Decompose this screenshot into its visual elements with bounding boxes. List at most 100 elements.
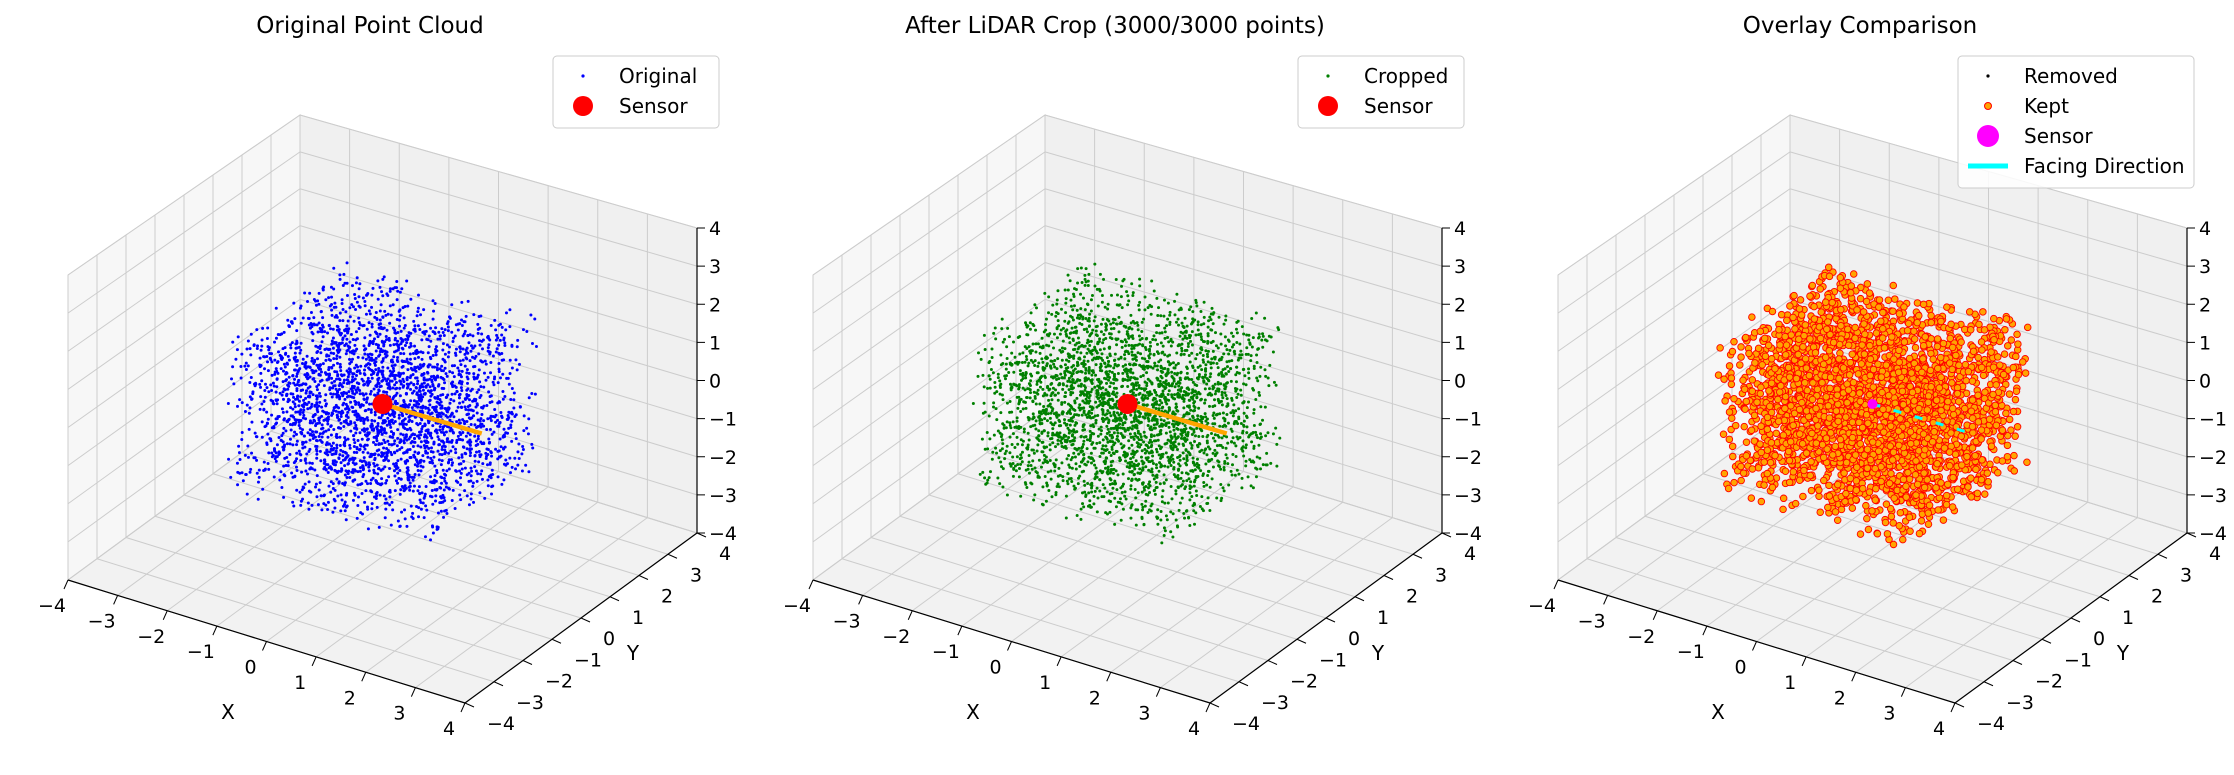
data-point-original: [285, 361, 289, 365]
data-point-cropped: [1082, 505, 1086, 509]
data-point-original: [401, 377, 405, 381]
data-point-original: [344, 518, 348, 522]
data-point-original: [366, 383, 370, 387]
data-point-original: [351, 337, 355, 341]
data-point-cropped: [1070, 466, 1074, 470]
data-point-original: [318, 481, 322, 485]
data-point-original: [471, 334, 475, 338]
data-point-original: [345, 324, 349, 328]
y-tick-label: 1: [632, 607, 644, 629]
data-point-original: [258, 407, 262, 411]
data-point-original: [372, 468, 376, 472]
data-point-cropped: [1241, 431, 1245, 435]
data-point-cropped: [1198, 505, 1202, 509]
data-point-cropped: [1214, 344, 1218, 348]
data-point-original: [303, 482, 307, 486]
data-point-original: [457, 381, 461, 385]
data-point-original: [335, 354, 339, 358]
data-point-original: [327, 484, 331, 488]
data-point-original: [467, 393, 471, 397]
data-point-cropped: [1067, 453, 1071, 457]
data-point-original: [457, 369, 461, 373]
data-point-original: [533, 392, 537, 396]
data-point-original: [443, 360, 447, 364]
data-point-original: [379, 416, 383, 420]
data-point-original: [374, 356, 378, 360]
data-point-original: [315, 456, 319, 460]
data-point-original: [515, 368, 519, 372]
data-point-original: [370, 507, 374, 511]
data-point-cropped: [1240, 486, 1244, 490]
y-tick: [1354, 596, 1365, 602]
data-point-original: [320, 414, 324, 418]
data-point-original: [315, 495, 319, 499]
data-point-cropped: [1140, 515, 1144, 519]
data-point-original: [382, 494, 386, 498]
data-point-original: [306, 472, 310, 476]
data-point-original: [375, 439, 379, 443]
data-point-original: [260, 338, 264, 342]
data-point-original: [381, 375, 385, 379]
data-point-original: [318, 438, 322, 442]
data-point-original: [348, 350, 352, 354]
data-point-original: [349, 332, 353, 336]
data-point-original: [388, 490, 392, 494]
data-point-original: [355, 347, 359, 351]
data-point-cropped: [1195, 465, 1199, 469]
data-point-original: [454, 347, 458, 351]
data-point-original: [346, 410, 350, 414]
data-point-cropped: [1205, 453, 1209, 457]
data-point-original: [365, 327, 369, 331]
data-point-original: [301, 410, 305, 414]
data-point-original: [346, 454, 350, 458]
data-point-original: [420, 382, 424, 386]
data-point-original: [329, 285, 333, 289]
data-point-original: [405, 470, 409, 474]
panel-cropped: −4−4−4−3−3−3−2−2−2−1 −1−1000111222333444X…: [783, 13, 1482, 740]
data-point-cropped: [1111, 482, 1115, 486]
data-point-original: [418, 491, 422, 495]
data-point-original: [396, 471, 400, 475]
data-point-original: [469, 440, 473, 444]
data-point-cropped: [1191, 366, 1195, 370]
data-point-cropped: [998, 482, 1002, 486]
data-point-original: [462, 445, 466, 449]
data-point-cropped: [1235, 396, 1239, 400]
data-point-original: [433, 488, 437, 492]
data-point-cropped: [1004, 367, 1008, 371]
data-point-original: [323, 465, 327, 469]
data-point-original: [337, 387, 341, 391]
data-point-cropped: [1225, 412, 1229, 416]
data-point-original: [324, 298, 328, 302]
data-point-cropped: [1027, 471, 1031, 475]
data-point-original: [360, 377, 364, 381]
data-point-original: [367, 343, 371, 347]
data-point-original: [433, 395, 437, 399]
data-point-original: [484, 362, 488, 366]
data-point-original: [451, 339, 455, 343]
data-point-original: [394, 373, 398, 377]
data-point-original: [419, 350, 423, 354]
data-point-original: [496, 475, 500, 479]
data-point-original: [392, 469, 396, 473]
z-tick-label: −2: [709, 447, 737, 469]
data-point-original: [275, 443, 279, 447]
data-point-original: [386, 312, 390, 316]
data-point-original: [312, 297, 316, 301]
data-point-original: [380, 477, 384, 481]
data-point-original: [335, 435, 339, 439]
data-point-cropped: [1160, 445, 1164, 449]
data-point-original: [348, 443, 352, 447]
data-point-original: [439, 393, 443, 397]
data-point-original: [390, 364, 394, 368]
data-point-original: [457, 456, 461, 460]
data-point-original: [265, 336, 269, 340]
data-point-original: [364, 489, 368, 493]
data-point-original: [249, 353, 253, 357]
data-point-cropped: [1076, 482, 1080, 486]
data-point-original: [388, 287, 392, 291]
data-point-cropped: [1263, 368, 1267, 372]
data-point-original: [305, 372, 309, 376]
data-point-cropped: [1244, 446, 1248, 450]
data-point-original: [419, 433, 423, 437]
